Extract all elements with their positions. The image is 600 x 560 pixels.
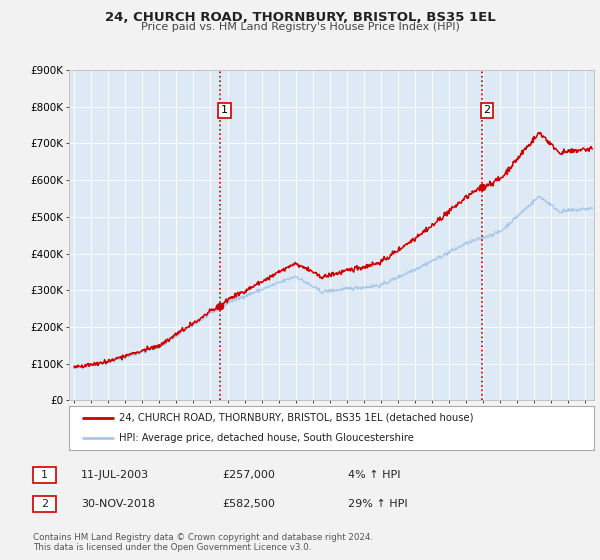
Text: 2: 2	[41, 499, 48, 509]
Text: Contains HM Land Registry data © Crown copyright and database right 2024.: Contains HM Land Registry data © Crown c…	[33, 533, 373, 542]
Text: 30-NOV-2018: 30-NOV-2018	[81, 499, 155, 509]
Text: 29% ↑ HPI: 29% ↑ HPI	[348, 499, 407, 509]
Text: This data is licensed under the Open Government Licence v3.0.: This data is licensed under the Open Gov…	[33, 543, 311, 552]
Text: 2: 2	[484, 105, 491, 115]
Text: 24, CHURCH ROAD, THORNBURY, BRISTOL, BS35 1EL: 24, CHURCH ROAD, THORNBURY, BRISTOL, BS3…	[104, 11, 496, 24]
Text: 24, CHURCH ROAD, THORNBURY, BRISTOL, BS35 1EL (detached house): 24, CHURCH ROAD, THORNBURY, BRISTOL, BS3…	[119, 413, 473, 423]
Text: 11-JUL-2003: 11-JUL-2003	[81, 470, 149, 480]
Text: 1: 1	[41, 470, 48, 480]
Text: £257,000: £257,000	[222, 470, 275, 480]
Text: HPI: Average price, detached house, South Gloucestershire: HPI: Average price, detached house, Sout…	[119, 433, 414, 443]
Text: 1: 1	[221, 105, 228, 115]
Text: 4% ↑ HPI: 4% ↑ HPI	[348, 470, 401, 480]
Text: Price paid vs. HM Land Registry's House Price Index (HPI): Price paid vs. HM Land Registry's House …	[140, 22, 460, 32]
Text: £582,500: £582,500	[222, 499, 275, 509]
